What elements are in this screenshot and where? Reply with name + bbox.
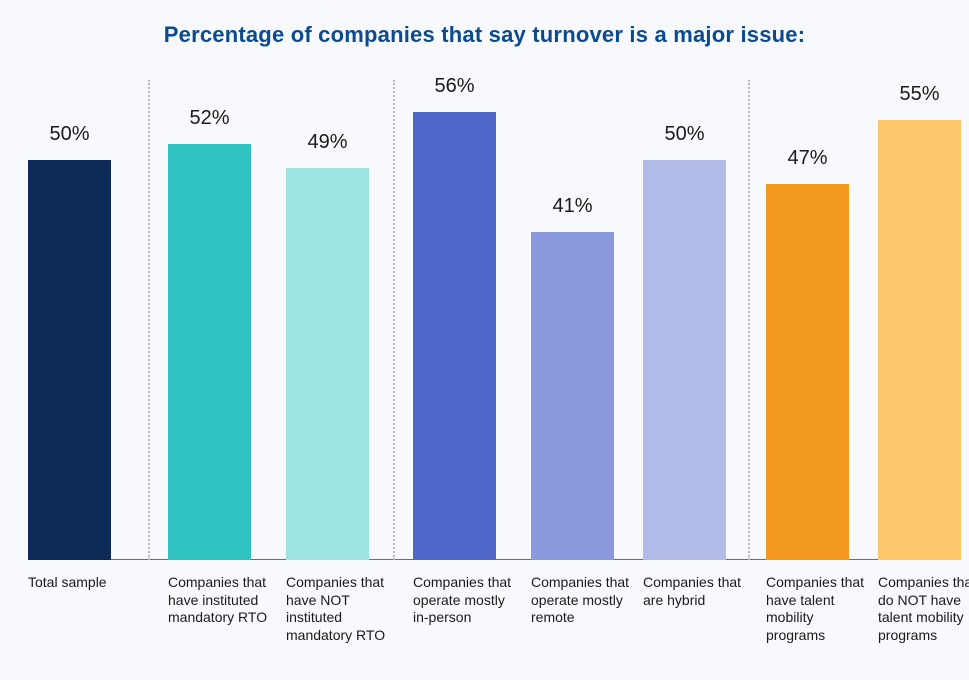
bar: [643, 160, 726, 560]
bar-x-label: Companies that operate mostly in-person: [413, 574, 514, 627]
bar-slot: 50%Companies that are hybrid: [643, 160, 726, 560]
bar: [28, 160, 111, 560]
chart-title: Percentage of companies that say turnove…: [0, 22, 969, 48]
bar-value-label: 41%: [552, 195, 592, 218]
chart-area: 50%Total sample 52%Companies that have in…: [28, 80, 948, 560]
bar-value-label: 52%: [189, 107, 229, 130]
bar-slot: 55%Companies that do NOT have talent mob…: [878, 120, 961, 560]
bar-value-label: 50%: [664, 123, 704, 146]
group-divider: [748, 80, 750, 560]
bar: [878, 120, 961, 560]
bar-x-label: Companies that do NOT have talent mobili…: [878, 574, 969, 644]
bar-x-label: Companies that have instituted mandatory…: [168, 574, 269, 627]
bar-x-label: Companies that have talent mobility prog…: [766, 574, 867, 644]
bar: [766, 184, 849, 560]
bar-value-label: 56%: [434, 75, 474, 98]
bar-x-label: Companies that operate mostly remote: [531, 574, 632, 627]
bar-value-label: 47%: [787, 147, 827, 170]
bar-slot: 41%Companies that operate mostly remote: [531, 232, 614, 560]
group-divider: [393, 80, 395, 560]
bar-x-label: Total sample: [28, 574, 128, 592]
group-divider: [148, 80, 150, 560]
bar-slot: 56%Companies that operate mostly in-pers…: [413, 112, 496, 560]
bar: [531, 232, 614, 560]
bar: [168, 144, 251, 560]
bar-x-label: Companies that are hybrid: [643, 574, 744, 609]
bar-x-label: Companies that have NOT instituted manda…: [286, 574, 387, 644]
bar: [413, 112, 496, 560]
bar-value-label: 49%: [307, 131, 347, 154]
bar-value-label: 50%: [49, 123, 89, 146]
bar-slot: 50%Total sample: [28, 160, 111, 560]
bar: [286, 168, 369, 560]
bar-slot: 49%Companies that have NOT instituted ma…: [286, 168, 369, 560]
bar-slot: 47%Companies that have talent mobility p…: [766, 184, 849, 560]
bar-slot: 52%Companies that have instituted mandat…: [168, 144, 251, 560]
bar-value-label: 55%: [899, 83, 939, 106]
